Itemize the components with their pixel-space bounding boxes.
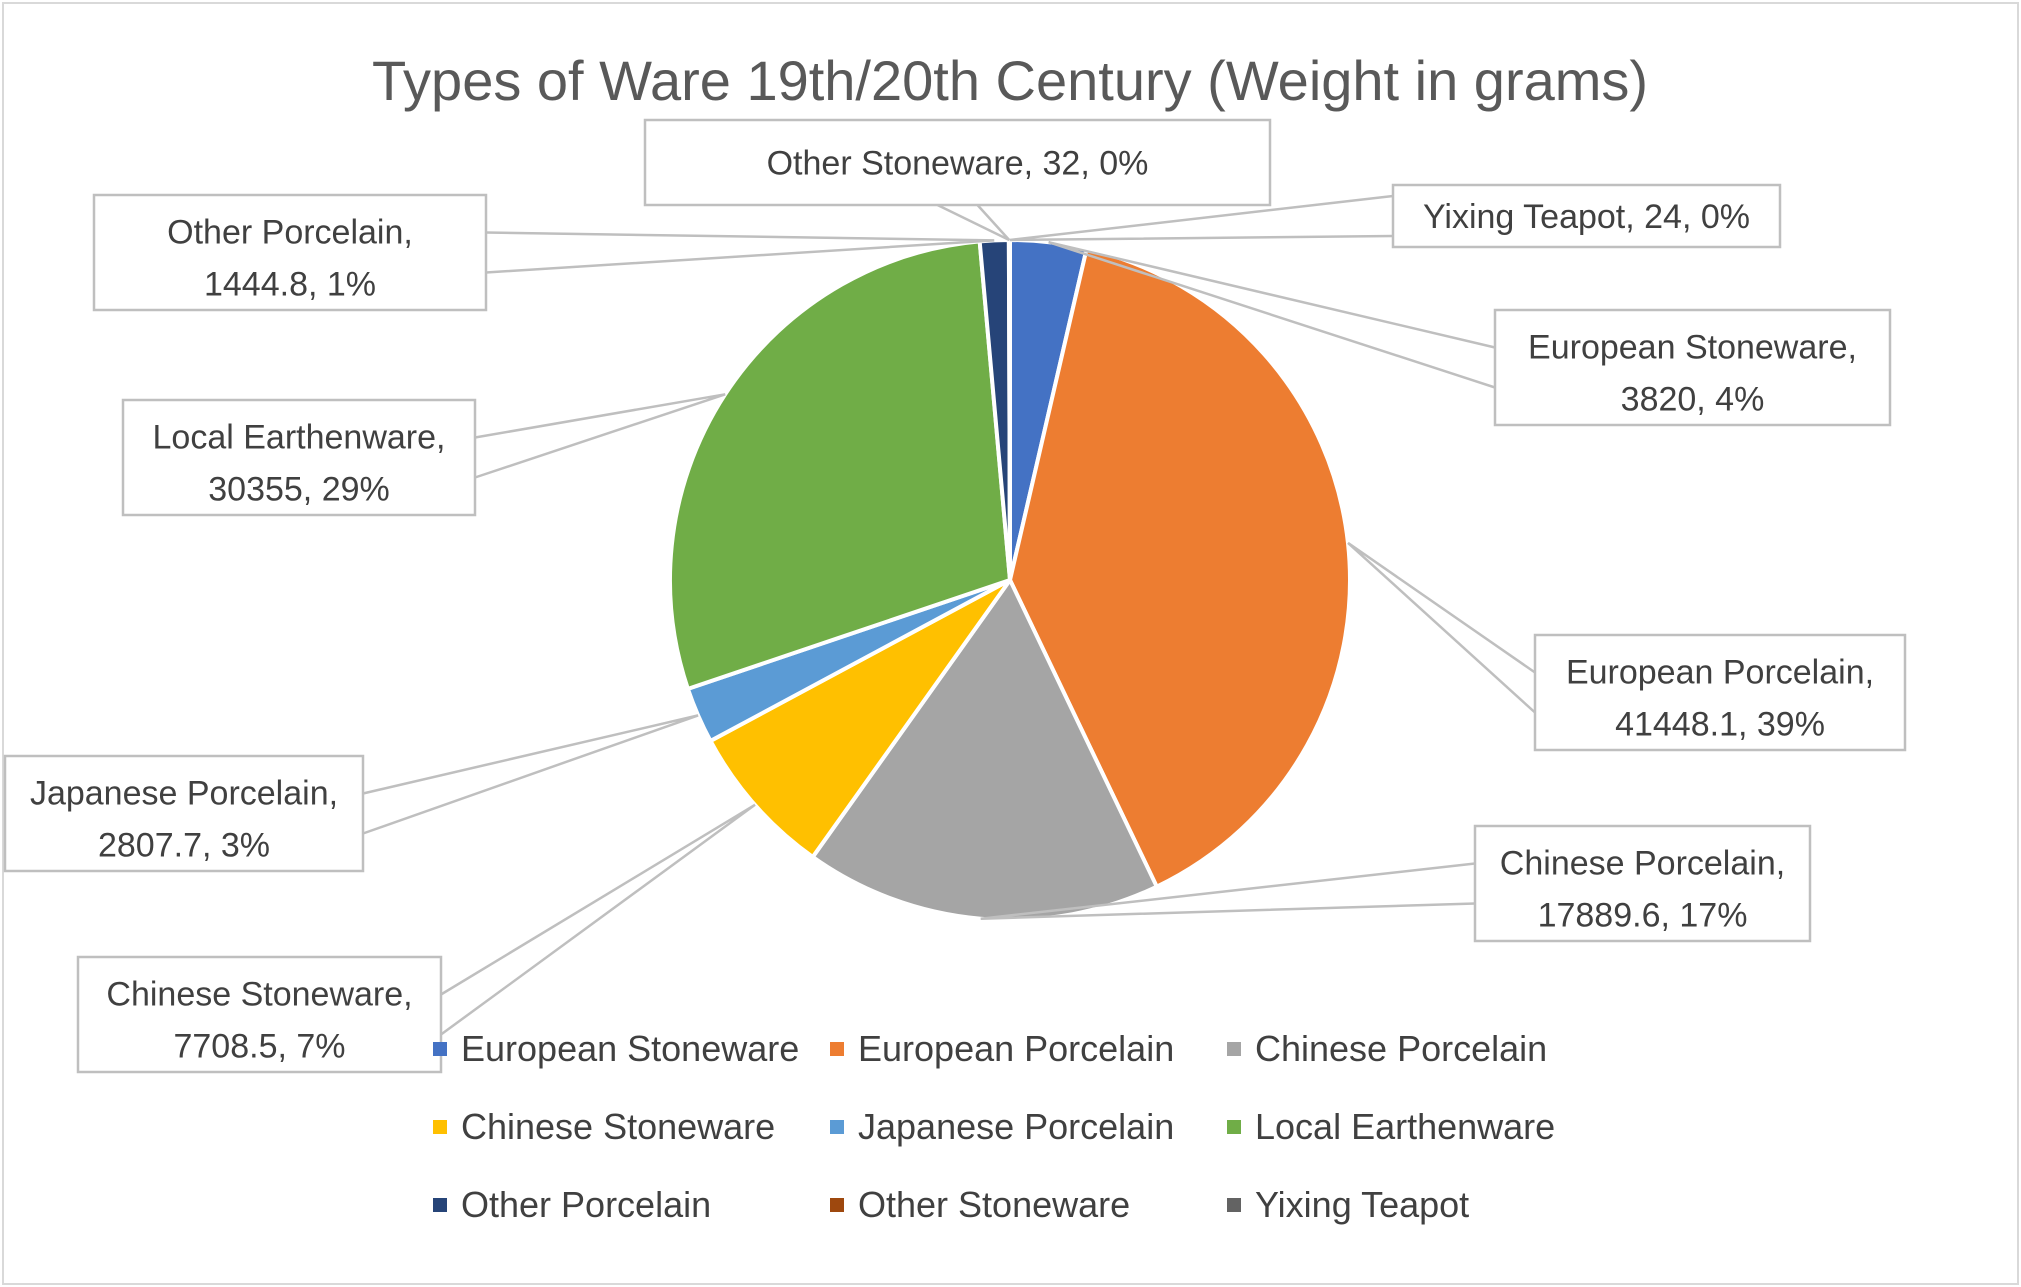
label-box bbox=[1473, 824, 1812, 943]
legend-swatch bbox=[433, 1198, 447, 1212]
label-value: 30355, 29% bbox=[208, 471, 390, 509]
slice-european-porcelain bbox=[1007, 246, 1352, 890]
data-label-chinese-porcelain: Chinese Porcelain, 17889.6, 17% bbox=[980, 824, 1812, 943]
label-name: European Porcelain, bbox=[1566, 654, 1874, 692]
legend-swatch bbox=[830, 1042, 844, 1056]
legend-item-japanese-porcelain: Japanese Porcelain bbox=[830, 1106, 1174, 1147]
legend-label: Other Stoneware bbox=[858, 1184, 1130, 1225]
legend-label: Japanese Porcelain bbox=[858, 1106, 1174, 1147]
leader-line bbox=[936, 203, 1011, 242]
label-value: 2807.7, 3% bbox=[98, 827, 270, 865]
label-value: 1444.8, 1% bbox=[204, 266, 376, 304]
leader-line bbox=[474, 393, 726, 479]
legend-item-yixing-teapot: Yixing Teapot bbox=[1227, 1184, 1469, 1225]
legend-item-other-stoneware: Other Stoneware bbox=[830, 1184, 1130, 1225]
label-name: European Stoneware, bbox=[1528, 329, 1857, 367]
label-box bbox=[3, 754, 365, 873]
label-box bbox=[121, 398, 477, 517]
label-box bbox=[1533, 633, 1907, 752]
label-value: 41448.1, 39% bbox=[1615, 706, 1825, 744]
legend-label: Other Porcelain bbox=[461, 1184, 711, 1225]
leader-line bbox=[362, 714, 699, 835]
legend: European Stoneware European Porcelain Chin… bbox=[433, 1028, 1555, 1225]
label-box bbox=[643, 118, 1272, 207]
legend-swatch bbox=[830, 1120, 844, 1134]
legend-swatch bbox=[433, 1120, 447, 1134]
label-name: Local Earthenware, bbox=[153, 419, 446, 457]
legend-swatch bbox=[1227, 1120, 1241, 1134]
label-text: Other Stoneware, 32, 0% bbox=[767, 145, 1149, 183]
legend-swatch bbox=[1227, 1042, 1241, 1056]
data-label-yixing-teapot: Yixing Teapot, 24, 0% bbox=[1009, 183, 1782, 249]
data-label-european-stoneware: European Stoneware, 3820, 4% bbox=[1048, 240, 1892, 427]
label-value: 3820, 4% bbox=[1621, 381, 1765, 419]
label-box bbox=[92, 193, 488, 312]
data-label-chinese-stoneware: Chinese Stoneware, 7708.5, 7% bbox=[76, 803, 756, 1074]
legend-item-european-porcelain: European Porcelain bbox=[830, 1028, 1174, 1069]
label-value: 17889.6, 17% bbox=[1538, 897, 1748, 935]
legend-swatch bbox=[830, 1198, 844, 1212]
label-name: Chinese Porcelain, bbox=[1500, 845, 1785, 883]
data-label-local-earthenware: Local Earthenware, 30355, 29% bbox=[121, 393, 726, 517]
legend-label: European Stoneware bbox=[461, 1028, 799, 1069]
leader-line bbox=[1347, 541, 1536, 714]
legend-label: Yixing Teapot bbox=[1255, 1184, 1469, 1225]
legend-item-chinese-stoneware: Chinese Stoneware bbox=[433, 1106, 775, 1147]
legend-swatch bbox=[433, 1042, 447, 1056]
legend-label: Chinese Porcelain bbox=[1255, 1028, 1547, 1069]
label-name: Other Porcelain, bbox=[167, 214, 413, 252]
data-label-european-porcelain: European Porcelain, 41448.1, 39% bbox=[1347, 541, 1907, 752]
data-label-other-porcelain: Other Porcelain, 1444.8, 1% bbox=[92, 193, 995, 312]
leader-line bbox=[980, 862, 1476, 920]
legend-label: Chinese Stoneware bbox=[461, 1106, 775, 1147]
legend-item-chinese-porcelain: Chinese Porcelain bbox=[1227, 1028, 1547, 1069]
legend-item-other-porcelain: Other Porcelain bbox=[433, 1184, 711, 1225]
data-label-japanese-porcelain: Japanese Porcelain, 2807.7, 3% bbox=[3, 714, 699, 873]
data-labels: European Stoneware, 3820, 4% European Porc… bbox=[3, 118, 1907, 1074]
label-name: Chinese Stoneware, bbox=[106, 976, 412, 1014]
label-name: Japanese Porcelain, bbox=[30, 775, 338, 813]
leader-line bbox=[1048, 240, 1496, 389]
label-box bbox=[1493, 308, 1892, 427]
data-label-other-stoneware: Other Stoneware, 32, 0% bbox=[643, 118, 1272, 242]
leader-line bbox=[1009, 194, 1394, 242]
label-box bbox=[1391, 183, 1782, 249]
leader-line bbox=[485, 231, 995, 274]
label-text: Yixing Teapot, 24, 0% bbox=[1423, 198, 1750, 236]
pie-slices bbox=[668, 237, 1352, 923]
legend-swatch bbox=[1227, 1198, 1241, 1212]
legend-item-local-earthenware: Local Earthenware bbox=[1227, 1106, 1555, 1147]
chart-title: Types of Ware 19th/20th Century (Weight … bbox=[372, 49, 1648, 112]
legend-label: Local Earthenware bbox=[1255, 1106, 1555, 1147]
label-box bbox=[76, 955, 443, 1074]
leader-line bbox=[440, 803, 756, 1036]
legend-label: European Porcelain bbox=[858, 1028, 1174, 1069]
legend-item-european-stoneware: European Stoneware bbox=[433, 1028, 799, 1069]
label-value: 7708.5, 7% bbox=[173, 1028, 345, 1066]
